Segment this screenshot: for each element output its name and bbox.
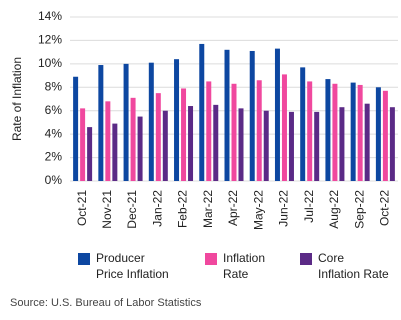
bar [325, 79, 331, 181]
bar [155, 93, 161, 181]
bar [123, 63, 129, 181]
y-axis-label: Rate of Inflation [10, 57, 24, 141]
legend-swatch [300, 253, 312, 265]
bar [350, 82, 356, 181]
x-tick-label: Jul-22 [302, 190, 316, 223]
y-tick-label: 10% [38, 56, 62, 70]
source-note: Source: U.S. Bureau of Labor Statistics [10, 297, 202, 309]
x-tick-label: May-22 [251, 190, 265, 230]
y-tick-label: 4% [45, 126, 63, 140]
x-tick-label: Apr-22 [226, 190, 240, 226]
bar [206, 81, 212, 181]
legend-label: Producer Price Inflation [96, 251, 169, 281]
bar [112, 123, 118, 181]
bar [249, 50, 255, 181]
x-tick-label: Dec-21 [125, 190, 139, 229]
y-tick-label: 0% [45, 173, 63, 187]
bar [307, 81, 313, 181]
x-tick-label: Jun-22 [277, 190, 291, 227]
bar [263, 110, 269, 181]
y-tick-label: 14% [38, 9, 62, 23]
x-tick-label: Jan-22 [150, 190, 164, 227]
bar [162, 110, 168, 181]
bar [231, 83, 237, 181]
bar [213, 104, 219, 181]
x-tick-label: Feb-22 [176, 190, 190, 228]
bar [256, 80, 262, 181]
bar [332, 83, 338, 181]
x-tick-label: Nov-21 [100, 190, 114, 229]
x-tick-label: Oct-22 [378, 190, 392, 226]
legend-swatch [78, 253, 90, 265]
bar [174, 59, 180, 181]
bar [364, 103, 370, 181]
y-tick-label: 12% [38, 33, 62, 47]
bar [87, 127, 93, 181]
bar [389, 107, 395, 181]
bar [238, 108, 244, 181]
y-tick-label: 8% [45, 79, 63, 93]
bar [98, 65, 104, 181]
bar [274, 48, 280, 181]
bar [181, 88, 187, 181]
x-tick-label: Oct-21 [75, 190, 89, 226]
bar [130, 97, 136, 181]
bar [300, 67, 306, 181]
bar [288, 111, 294, 181]
x-tick-label: Mar-22 [201, 190, 215, 228]
x-tick-label: Aug-22 [327, 190, 341, 229]
bar [339, 107, 345, 181]
bar [199, 43, 205, 181]
bar [314, 111, 320, 181]
bar [137, 116, 143, 181]
bar [73, 76, 79, 181]
bar [375, 87, 381, 181]
bar [80, 108, 86, 181]
bar [188, 106, 194, 181]
bar [148, 62, 154, 181]
legend-label: Core Inflation Rate [318, 251, 389, 281]
x-tick-label: Sep-22 [352, 190, 366, 229]
y-tick-label: 2% [45, 150, 63, 164]
legend-label: Inflation Rate [223, 251, 268, 281]
bar [105, 101, 111, 181]
y-tick-label: 6% [45, 103, 63, 117]
bar [224, 49, 230, 181]
bar [357, 84, 363, 181]
bar [382, 90, 388, 181]
bar [281, 74, 287, 181]
legend-swatch [205, 253, 217, 265]
